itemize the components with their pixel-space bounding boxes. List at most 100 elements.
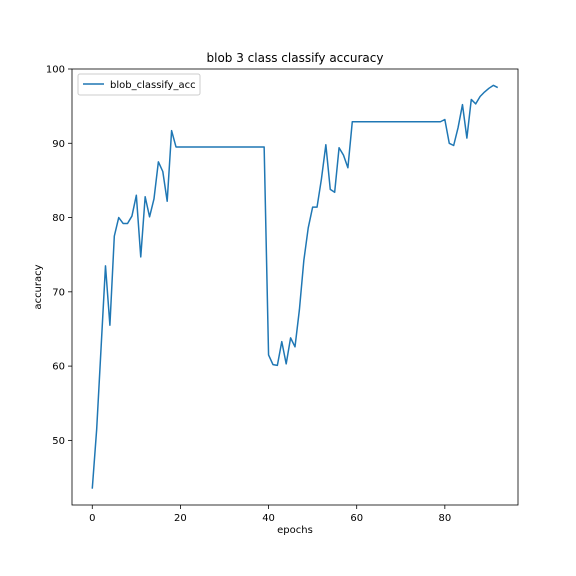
x-tick-label: 60 xyxy=(350,513,363,524)
data-point xyxy=(123,223,124,224)
data-point xyxy=(303,260,304,261)
data-point xyxy=(131,215,132,216)
data-point xyxy=(383,121,384,122)
data-point xyxy=(418,121,419,122)
x-tick-label: 20 xyxy=(174,513,187,524)
x-tick-label: 40 xyxy=(262,513,275,524)
plot-frame xyxy=(71,68,519,506)
data-point xyxy=(158,161,159,162)
data-point xyxy=(140,256,141,257)
data-point xyxy=(391,121,392,122)
data-point xyxy=(347,167,348,168)
data-point xyxy=(427,121,428,122)
data-point xyxy=(312,207,313,208)
x-tick-label: 80 xyxy=(438,513,451,524)
data-point xyxy=(374,121,375,122)
data-point xyxy=(193,146,194,147)
data-point xyxy=(219,146,220,147)
data-point xyxy=(365,121,366,122)
data-point xyxy=(308,227,309,228)
data-point xyxy=(396,121,397,122)
data-point xyxy=(352,121,353,122)
data-point xyxy=(184,146,185,147)
data-point xyxy=(96,429,97,430)
data-point xyxy=(92,488,93,489)
data-point xyxy=(497,87,498,88)
data-point xyxy=(413,121,414,122)
data-point xyxy=(325,144,326,145)
legend-box xyxy=(77,73,201,96)
data-point xyxy=(259,146,260,147)
data-point xyxy=(206,146,207,147)
data-point xyxy=(237,146,238,147)
data-point xyxy=(197,146,198,147)
data-point xyxy=(250,146,251,147)
data-point xyxy=(422,121,423,122)
data-point xyxy=(405,121,406,122)
data-point xyxy=(162,171,163,172)
data-point xyxy=(484,91,485,92)
data-point xyxy=(493,85,494,86)
data-point xyxy=(400,121,401,122)
x-axis-label: epochs xyxy=(277,525,313,536)
data-point xyxy=(338,147,339,148)
data-point xyxy=(153,198,154,199)
data-point xyxy=(114,236,115,237)
data-point xyxy=(361,121,362,122)
data-point xyxy=(149,216,150,217)
data-point xyxy=(136,195,137,196)
data-point xyxy=(409,121,410,122)
data-point xyxy=(488,88,489,89)
data-point xyxy=(453,145,454,146)
data-point xyxy=(369,121,370,122)
data-point xyxy=(268,354,269,355)
data-point xyxy=(343,155,344,156)
legend-entry-label: blob_classify_acc xyxy=(110,80,196,91)
data-point xyxy=(127,223,128,224)
y-tick-label: 60 xyxy=(52,362,65,373)
data-point xyxy=(444,119,445,120)
data-point xyxy=(175,146,176,147)
y-tick-label: 90 xyxy=(52,139,65,150)
data-point xyxy=(466,137,467,138)
data-point xyxy=(462,104,463,105)
data-point xyxy=(189,146,190,147)
data-point xyxy=(475,103,476,104)
data-point xyxy=(171,130,172,131)
data-point xyxy=(479,96,480,97)
data-point xyxy=(471,99,472,100)
data-point xyxy=(431,121,432,122)
data-point xyxy=(233,146,234,147)
data-point xyxy=(202,146,203,147)
data-point xyxy=(118,217,119,218)
x-tick-label: 0 xyxy=(89,513,95,524)
data-point xyxy=(321,178,322,179)
data-point xyxy=(316,207,317,208)
data-point xyxy=(145,196,146,197)
data-point xyxy=(277,365,278,366)
plot-area: 0 20 40 60 80 50 60 70 80 90 100 xyxy=(46,65,519,524)
data-point xyxy=(242,146,243,147)
data-point xyxy=(211,146,212,147)
data-point xyxy=(294,346,295,347)
data-point xyxy=(334,192,335,193)
series-line-blob_classify_acc xyxy=(91,84,499,489)
data-point xyxy=(387,121,388,122)
legend: blob_classify_acc xyxy=(77,73,201,96)
y-tick-label: 50 xyxy=(52,436,65,447)
data-point xyxy=(264,146,265,147)
data-point xyxy=(457,127,458,128)
y-tick-label: 80 xyxy=(52,213,65,224)
data-point xyxy=(449,143,450,144)
y-axis-label: accuracy xyxy=(33,264,44,309)
data-point xyxy=(224,146,225,147)
data-point xyxy=(290,337,291,338)
data-point xyxy=(255,146,256,147)
data-point xyxy=(378,121,379,122)
data-point xyxy=(299,309,300,310)
y-tick-label: 100 xyxy=(46,65,65,76)
data-point xyxy=(228,146,229,147)
data-point xyxy=(105,265,106,266)
